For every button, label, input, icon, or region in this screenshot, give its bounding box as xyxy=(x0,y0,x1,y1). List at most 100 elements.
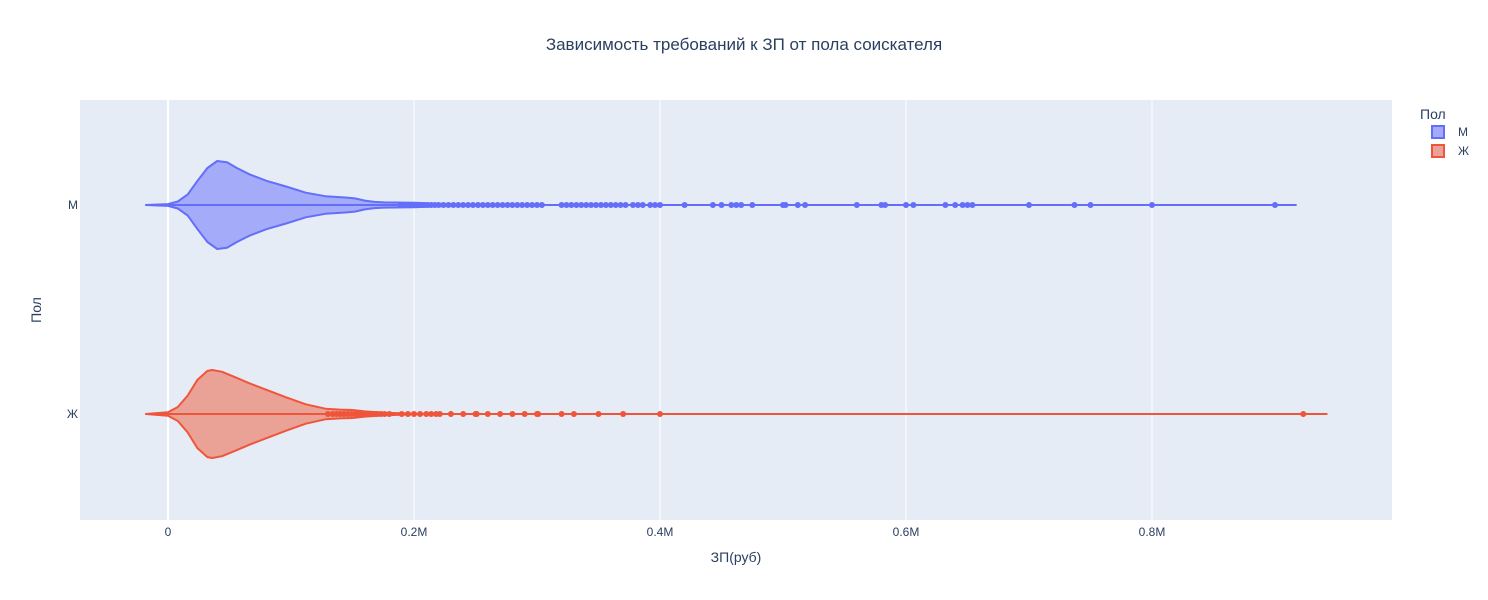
outlier-point[interactable] xyxy=(514,202,521,208)
outlier-point[interactable] xyxy=(440,202,447,208)
outlier-point[interactable] xyxy=(681,202,688,208)
x-tick-label: 0.6M xyxy=(893,525,920,539)
outlier-point[interactable] xyxy=(794,202,801,208)
outlier-point[interactable] xyxy=(598,202,604,208)
outlier-point[interactable] xyxy=(622,202,629,208)
outlier-point[interactable] xyxy=(639,202,646,208)
outlier-point[interactable] xyxy=(573,202,580,208)
y-tick-label: М xyxy=(68,198,78,212)
outlier-point[interactable] xyxy=(404,411,411,417)
legend-item-М[interactable]: М xyxy=(1431,125,1468,139)
outlier-point[interactable] xyxy=(602,202,609,208)
outlier-point[interactable] xyxy=(504,202,511,208)
outlier-point[interactable] xyxy=(910,202,917,208)
outlier-point[interactable] xyxy=(519,202,526,208)
outlier-point[interactable] xyxy=(738,202,745,208)
outlier-point[interactable] xyxy=(386,411,393,417)
outlier-point[interactable] xyxy=(952,202,959,208)
outlier-point[interactable] xyxy=(479,202,486,208)
outlier-point[interactable] xyxy=(657,202,663,208)
outlier-point[interactable] xyxy=(494,202,501,208)
outlier-point[interactable] xyxy=(657,411,663,417)
outlier-point[interactable] xyxy=(617,202,624,208)
outlier-point[interactable] xyxy=(324,411,331,417)
outlier-point[interactable] xyxy=(411,411,417,417)
x-axis-title: ЗП(руб) xyxy=(711,549,762,565)
outlier-point[interactable] xyxy=(465,202,472,208)
outlier-point[interactable] xyxy=(568,202,575,208)
outlier-point[interactable] xyxy=(524,202,531,208)
outlier-point[interactable] xyxy=(534,202,540,208)
outlier-point[interactable] xyxy=(397,202,404,208)
outlier-point[interactable] xyxy=(1087,202,1094,208)
outlier-point[interactable] xyxy=(535,411,542,417)
outlier-point[interactable] xyxy=(595,411,602,417)
outlier-point[interactable] xyxy=(718,202,725,208)
outlier-point[interactable] xyxy=(882,202,889,208)
legend-item-Ж[interactable]: Ж xyxy=(1431,144,1469,158)
outlier-point[interactable] xyxy=(733,202,740,208)
outlier-point[interactable] xyxy=(647,202,654,208)
outlier-point[interactable] xyxy=(499,202,506,208)
outlier-point[interactable] xyxy=(728,202,735,208)
outlier-point[interactable] xyxy=(460,411,467,417)
outlier-point[interactable] xyxy=(417,411,424,417)
outlier-point[interactable] xyxy=(435,202,442,208)
legend-items: МЖ xyxy=(1431,125,1469,158)
outlier-point[interactable] xyxy=(709,202,716,208)
outlier-point[interactable] xyxy=(529,202,536,208)
outlier-point[interactable] xyxy=(381,411,388,417)
outlier-point[interactable] xyxy=(570,411,577,417)
outlier-point[interactable] xyxy=(612,202,619,208)
outlier-point[interactable] xyxy=(969,202,976,208)
outlier-point[interactable] xyxy=(436,411,443,417)
outlier-point[interactable] xyxy=(853,202,860,208)
outlier-point[interactable] xyxy=(489,202,496,208)
outlier-point[interactable] xyxy=(509,411,516,417)
outlier-point[interactable] xyxy=(583,202,590,208)
outlier-point[interactable] xyxy=(428,411,435,417)
outlier-point[interactable] xyxy=(450,202,457,208)
x-tick-label: 0.4M xyxy=(647,525,674,539)
outlier-point[interactable] xyxy=(473,411,480,417)
outlier-point[interactable] xyxy=(588,202,595,208)
outlier-point[interactable] xyxy=(563,202,570,208)
outlier-point[interactable] xyxy=(1272,202,1278,208)
outlier-point[interactable] xyxy=(445,202,452,208)
outlier-point[interactable] xyxy=(470,202,476,208)
outlier-point[interactable] xyxy=(455,202,462,208)
outlier-point[interactable] xyxy=(749,202,756,208)
outlier-point[interactable] xyxy=(964,202,971,208)
violin-series-Ж[interactable] xyxy=(144,369,1328,459)
violin-series-М[interactable] xyxy=(144,160,1297,250)
outlier-point[interactable] xyxy=(629,202,636,208)
outlier-point[interactable] xyxy=(497,411,504,417)
outlier-point[interactable] xyxy=(460,202,467,208)
outlier-point[interactable] xyxy=(620,411,627,417)
outlier-point[interactable] xyxy=(398,411,405,417)
outlier-point[interactable] xyxy=(423,411,430,417)
outlier-point[interactable] xyxy=(475,202,481,208)
outlier-point[interactable] xyxy=(782,202,789,208)
outlier-point[interactable] xyxy=(652,202,659,208)
outlier-point[interactable] xyxy=(959,202,966,208)
outlier-point[interactable] xyxy=(558,202,565,208)
outlier-point[interactable] xyxy=(593,202,599,208)
outlier-point[interactable] xyxy=(1300,411,1307,417)
outlier-point[interactable] xyxy=(447,411,454,417)
outlier-point[interactable] xyxy=(607,202,614,208)
outlier-point[interactable] xyxy=(1149,202,1155,208)
outlier-point[interactable] xyxy=(484,411,491,417)
outlier-point[interactable] xyxy=(578,202,585,208)
outlier-point[interactable] xyxy=(942,202,949,208)
outlier-point[interactable] xyxy=(484,202,491,208)
outlier-point[interactable] xyxy=(802,202,809,208)
outlier-point[interactable] xyxy=(634,202,641,208)
outlier-point[interactable] xyxy=(1071,202,1078,208)
outlier-point[interactable] xyxy=(521,411,528,417)
outlier-point[interactable] xyxy=(903,202,909,208)
outlier-point[interactable] xyxy=(538,202,545,208)
outlier-point[interactable] xyxy=(558,411,565,417)
outlier-point[interactable] xyxy=(1026,202,1032,208)
outlier-point[interactable] xyxy=(509,202,516,208)
